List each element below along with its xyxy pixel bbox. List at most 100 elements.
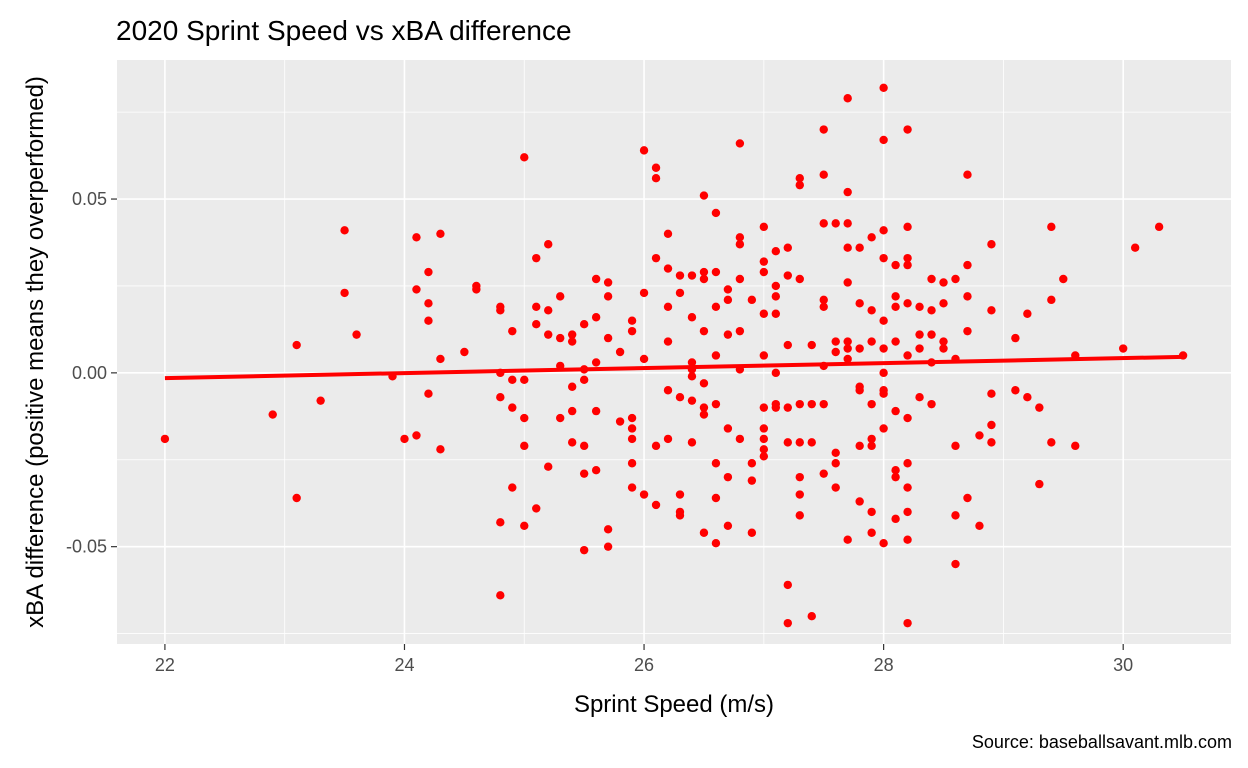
scatter-point — [496, 518, 505, 527]
scatter-point — [735, 274, 745, 284]
scatter-point — [579, 375, 589, 385]
plot-panel — [117, 60, 1231, 644]
scatter-point — [1035, 403, 1044, 412]
scatter-point — [424, 299, 433, 308]
scatter-point — [951, 559, 960, 569]
scatter-point — [879, 538, 888, 548]
scatter-point — [915, 392, 924, 402]
scatter-point — [591, 358, 601, 367]
scatter-point — [627, 434, 637, 444]
scatter-point — [651, 163, 661, 172]
scatter-point — [891, 514, 900, 524]
scatter-point — [747, 295, 757, 305]
scatter-point — [735, 233, 745, 242]
scatter-point — [903, 459, 912, 468]
scatter-point — [520, 521, 529, 531]
scatter-point — [567, 382, 577, 391]
scatter-point — [579, 441, 589, 451]
scatter-point — [843, 354, 852, 364]
scatter-point — [891, 260, 900, 270]
scatter-point — [651, 173, 661, 183]
scatter-point — [795, 399, 804, 409]
scatter-point — [855, 299, 864, 308]
scatter-point — [759, 403, 769, 412]
scatter-point — [975, 521, 984, 531]
scatter-point — [951, 441, 960, 451]
scatter-point — [795, 274, 804, 284]
scatter-point — [472, 285, 481, 294]
scatter-point — [987, 240, 996, 249]
scatter-point — [879, 316, 888, 325]
scatter-point — [544, 462, 553, 471]
scatter-point — [603, 542, 613, 551]
scatter-point — [412, 431, 421, 440]
scatter-point — [1059, 274, 1068, 284]
scatter-point — [556, 333, 565, 343]
scatter-point — [1047, 295, 1056, 305]
scatter-point — [711, 493, 721, 503]
x-tick-label: 28 — [874, 655, 894, 675]
scatter-point — [771, 403, 781, 412]
scatter-point — [831, 219, 840, 228]
scatter-point — [903, 507, 912, 517]
scatter-point — [783, 271, 792, 280]
scatter-point — [855, 441, 864, 451]
scatter-point — [544, 240, 553, 249]
scatter-point — [759, 257, 769, 266]
scatter-point — [735, 326, 745, 336]
scatter-point — [723, 330, 733, 339]
scatter-point — [556, 292, 565, 301]
x-axis-title: Sprint Speed (m/s) — [574, 691, 774, 718]
scatter-point — [903, 535, 912, 544]
scatter-point — [759, 222, 769, 232]
scatter-point — [663, 229, 673, 239]
x-tick-label: 30 — [1113, 655, 1133, 675]
scatter-point — [903, 299, 912, 308]
scatter-point — [987, 420, 996, 430]
scatter-point — [867, 507, 876, 517]
scatter-point — [412, 233, 421, 242]
scatter-point — [687, 396, 697, 405]
scatter-point — [759, 434, 769, 444]
scatter-point — [795, 511, 804, 520]
scatter-point — [424, 389, 433, 398]
scatter-point — [867, 441, 876, 451]
scatter-point — [819, 295, 828, 305]
scatter-point — [627, 459, 637, 468]
x-tick-label: 22 — [155, 655, 175, 675]
scatter-point — [831, 347, 840, 357]
scatter-point — [340, 288, 349, 298]
scatter-point — [711, 208, 721, 218]
scatter-point — [855, 243, 864, 252]
scatter-point — [783, 340, 792, 350]
scatter-point — [987, 389, 996, 398]
scatter-point — [675, 511, 685, 520]
scatter-point — [292, 493, 301, 503]
scatter-point — [855, 386, 864, 395]
scatter-point — [891, 406, 900, 416]
scatter-point — [759, 452, 769, 461]
scatter-point — [615, 347, 625, 357]
scatter-point — [807, 611, 816, 621]
scatter-point — [1154, 222, 1164, 232]
scatter-point — [352, 330, 361, 339]
scatter-point — [639, 490, 649, 499]
scatter-point — [436, 445, 445, 454]
scatter-point — [903, 125, 912, 134]
y-tick-label: 0.00 — [72, 363, 107, 383]
scatter-point — [579, 319, 589, 329]
scatter-point — [687, 313, 697, 322]
scatter-point — [436, 354, 445, 364]
scatter-point — [663, 337, 673, 346]
scatter-point — [400, 434, 409, 444]
scatter-point — [675, 288, 685, 298]
scatter-point — [879, 135, 888, 145]
scatter-point — [879, 253, 888, 263]
scatter-point — [556, 413, 565, 423]
scatter-point — [867, 337, 876, 346]
scatter-point — [903, 222, 912, 232]
scatter-point — [627, 483, 637, 492]
scatter-point — [651, 253, 661, 263]
scatter-point — [627, 424, 637, 433]
